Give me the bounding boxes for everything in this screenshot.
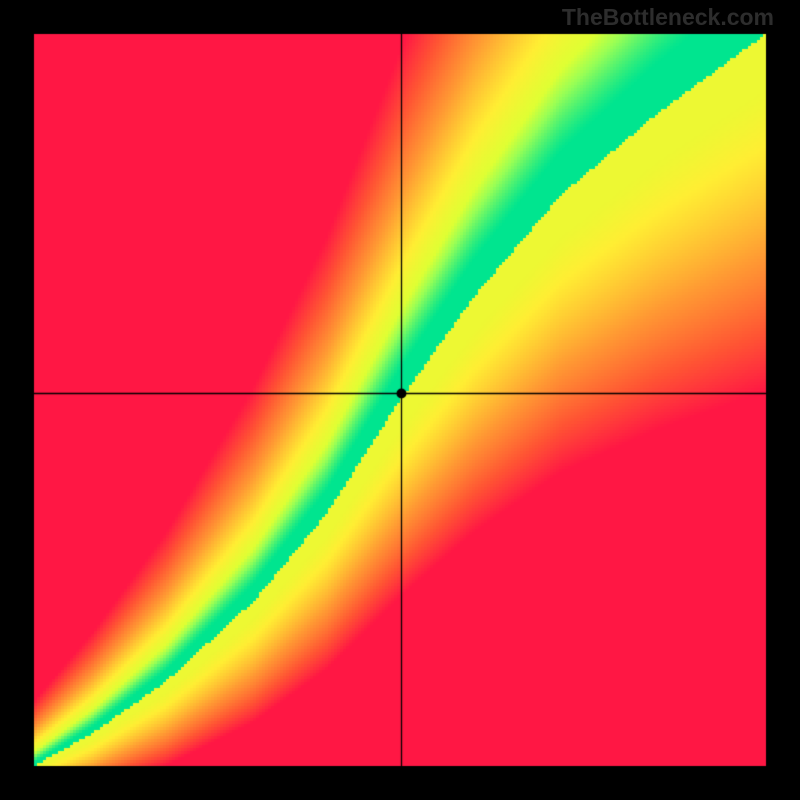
chart-container: TheBottleneck.com [0,0,800,800]
watermark-text: TheBottleneck.com [562,4,774,31]
bottleneck-heatmap [0,0,800,800]
